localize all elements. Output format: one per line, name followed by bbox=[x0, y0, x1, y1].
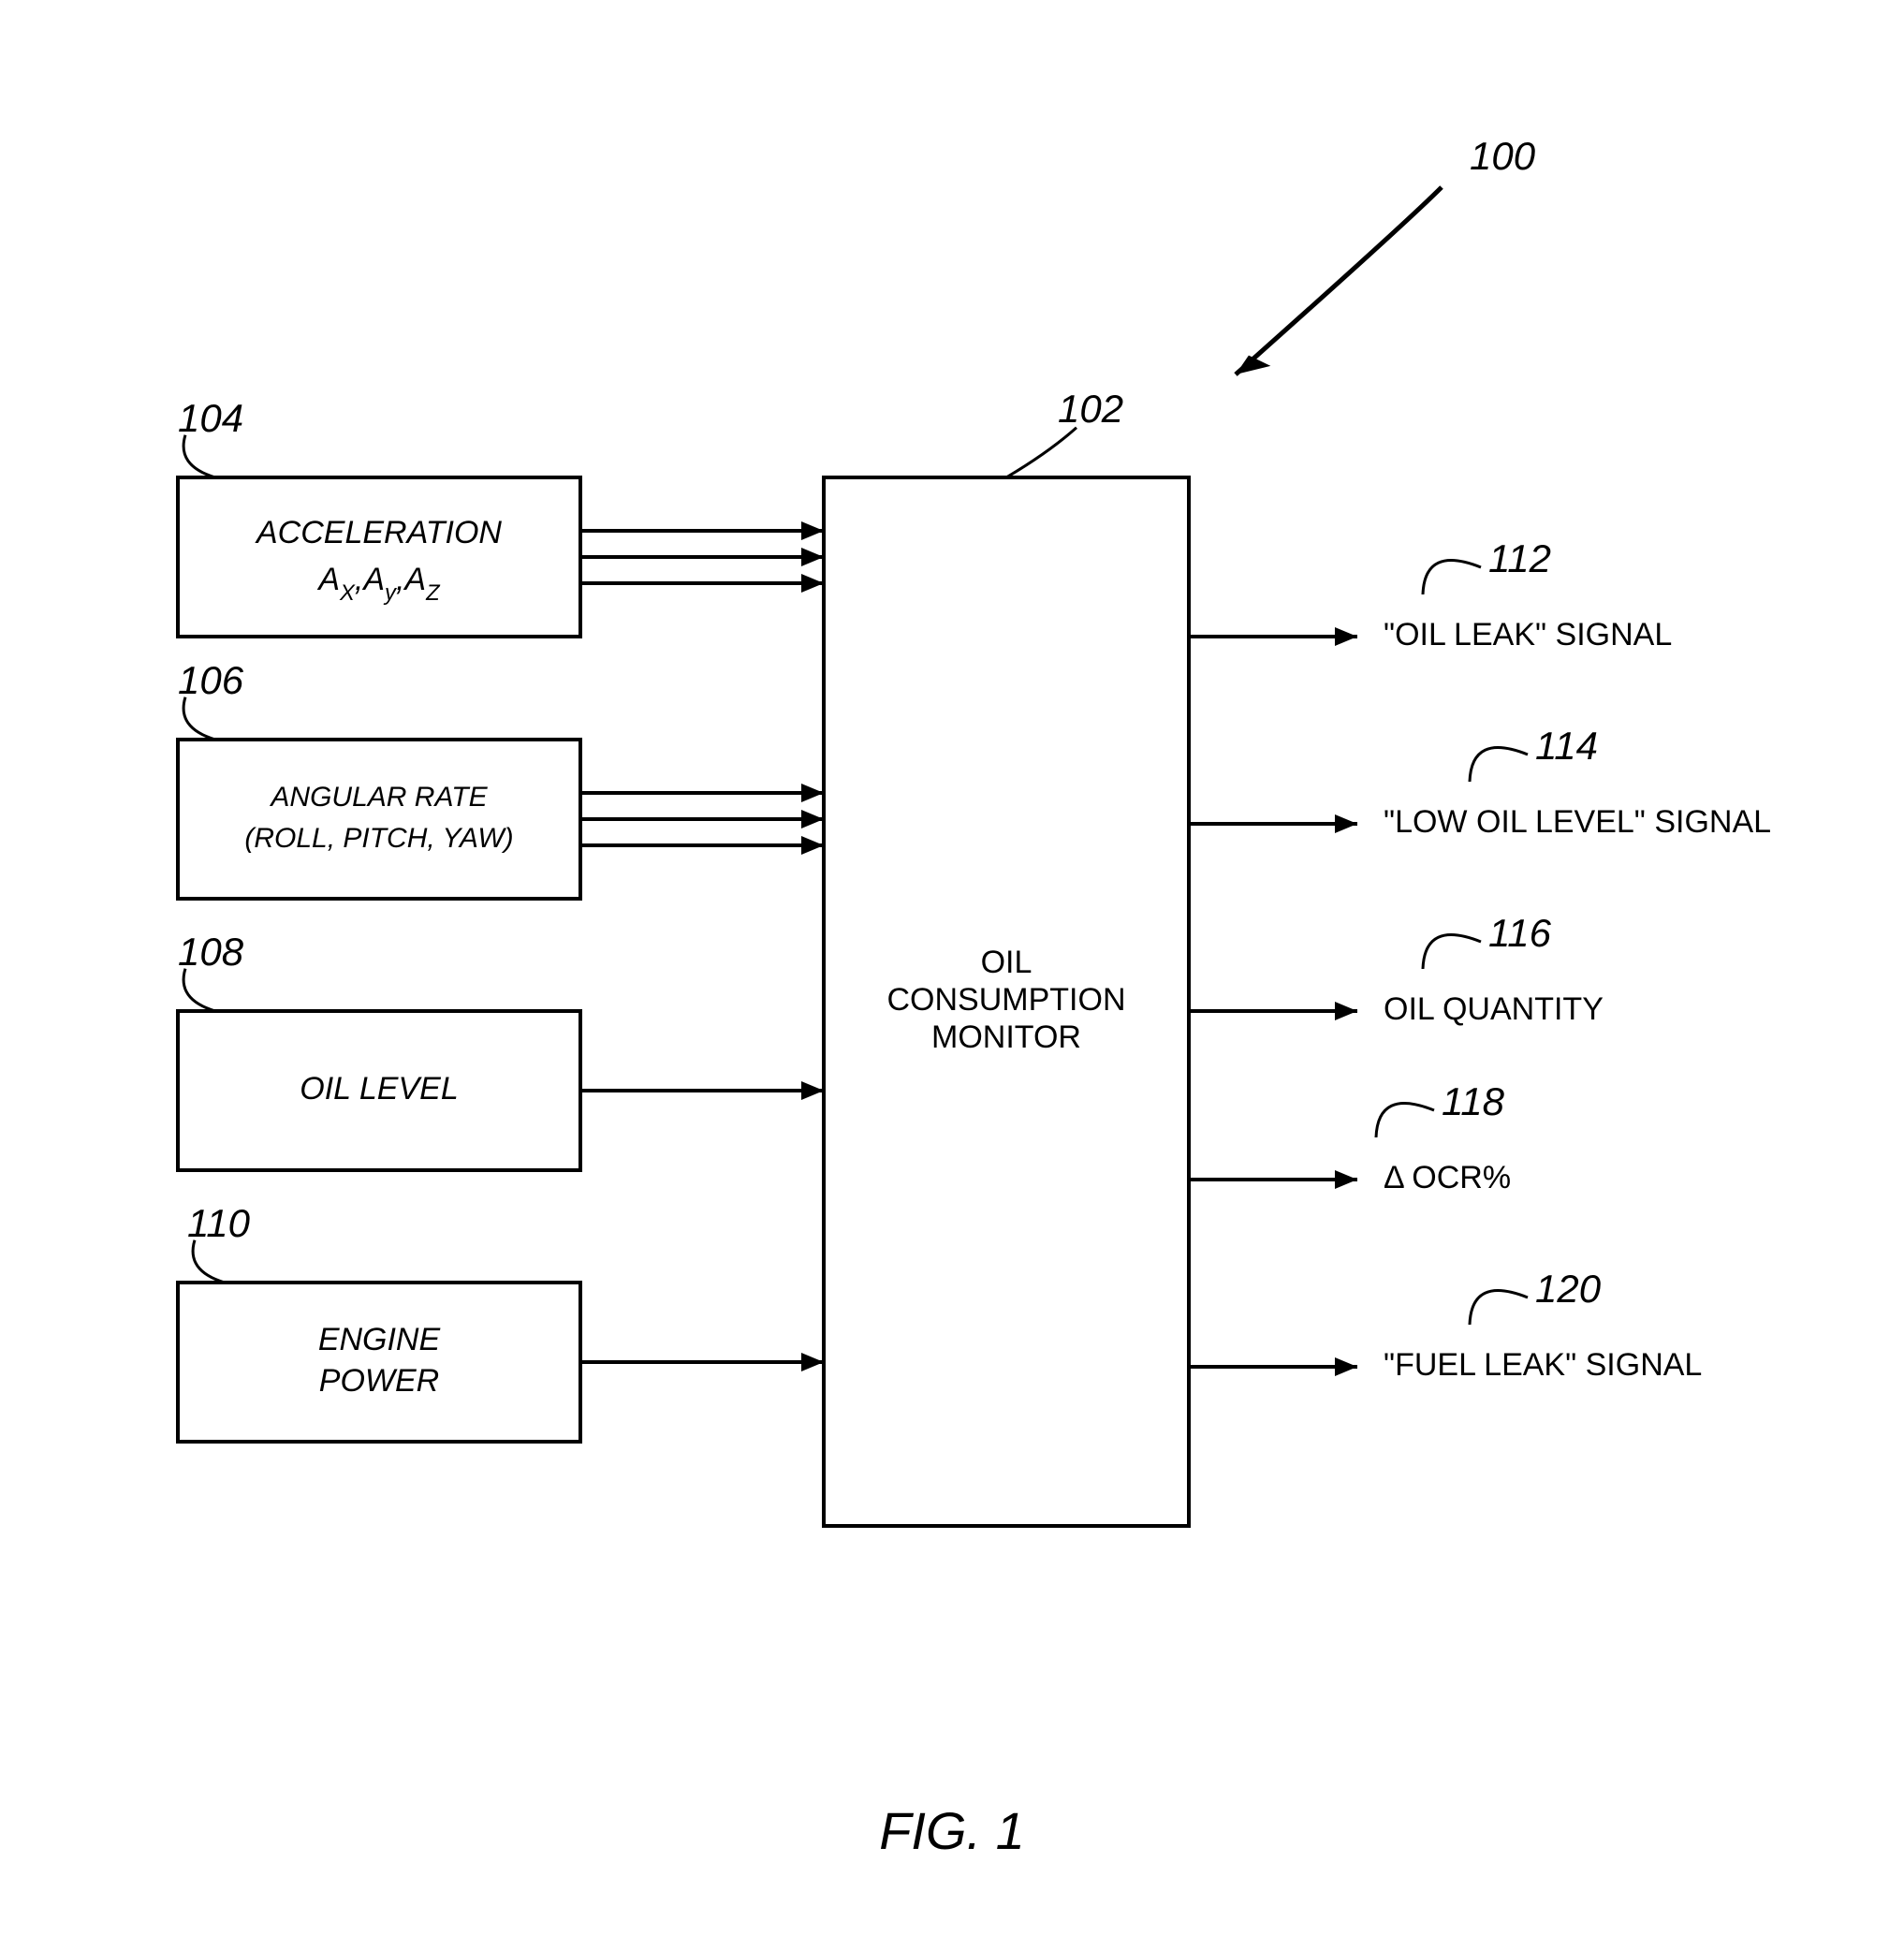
output-oil-qty-label: OIL QUANTITY bbox=[1384, 991, 1604, 1027]
angular-rate-label-l1: ANGULAR RATE bbox=[269, 782, 488, 813]
output-delta-ocr-label: Δ OCR% bbox=[1384, 1160, 1511, 1195]
output-low-oil-label: "LOW OIL LEVEL" SIGNAL bbox=[1384, 804, 1771, 840]
ref-100: 100 bbox=[1470, 134, 1536, 178]
engine-power-label-l1: ENGINE bbox=[318, 1322, 441, 1357]
ref-102-hook bbox=[1006, 428, 1076, 477]
ref-110-ref: 110 bbox=[187, 1201, 251, 1245]
ref-100-arrow bbox=[1236, 187, 1442, 374]
output-oil-leak-label: "OIL LEAK" SIGNAL bbox=[1384, 617, 1672, 652]
ref-112-ref: 112 bbox=[1488, 536, 1551, 580]
ref-120-ref: 120 bbox=[1535, 1267, 1602, 1311]
ref-104-ref: 104 bbox=[178, 396, 243, 440]
engine-power-label-l2: POWER bbox=[319, 1363, 439, 1399]
ref-110-hook bbox=[193, 1240, 225, 1283]
ref-116-hook bbox=[1423, 935, 1481, 969]
ref-114-ref: 114 bbox=[1535, 724, 1598, 768]
ref-118-ref: 118 bbox=[1442, 1079, 1505, 1123]
input-box-angular-rate bbox=[178, 740, 580, 899]
ref-108-ref: 108 bbox=[178, 930, 244, 974]
ref-102-ref: 102 bbox=[1058, 387, 1123, 431]
ref-116-ref: 116 bbox=[1488, 911, 1552, 955]
ref-108-hook bbox=[183, 969, 215, 1011]
input-box-acceleration bbox=[178, 477, 580, 637]
ref-106-hook bbox=[183, 697, 215, 740]
oil-consumption-monitor-diagram: ACCELERATIONAX,Ay,AZANGULAR RATE(ROLL, P… bbox=[0, 0, 1904, 1950]
ref-114-hook bbox=[1470, 748, 1528, 782]
angular-rate-label-l2: (ROLL, PITCH, YAW) bbox=[244, 823, 513, 854]
ref-104-hook bbox=[183, 435, 215, 477]
ref-120-hook bbox=[1470, 1291, 1528, 1325]
monitor-label-l2: CONSUMPTION bbox=[887, 982, 1126, 1018]
ref-118-hook bbox=[1376, 1104, 1434, 1137]
monitor-label-l1: OIL bbox=[981, 945, 1033, 980]
ref-112-hook bbox=[1423, 561, 1481, 594]
ref-106-ref: 106 bbox=[178, 658, 244, 702]
acceleration-label-l1: ACCELERATION bbox=[255, 515, 502, 550]
oil-level-label: OIL LEVEL bbox=[300, 1071, 459, 1107]
figure-caption: FIG. 1 bbox=[879, 1801, 1025, 1860]
output-fuel-leak-label: "FUEL LEAK" SIGNAL bbox=[1384, 1347, 1702, 1383]
monitor-label-l3: MONITOR bbox=[931, 1019, 1081, 1055]
